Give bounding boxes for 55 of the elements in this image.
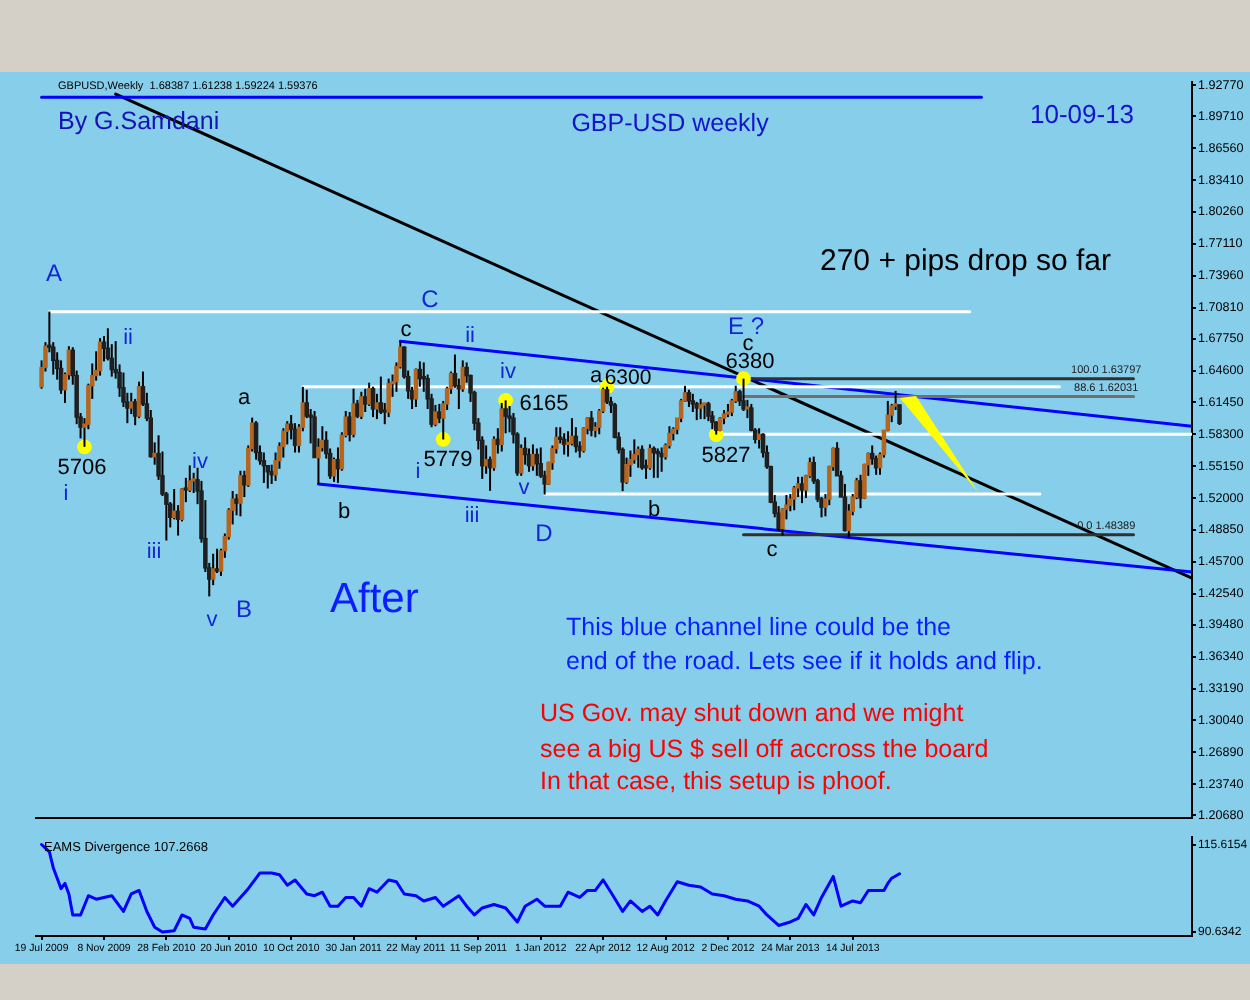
annotation: E ? [727,311,765,340]
candlestick [694,400,699,422]
annotation: In that case, this setup is phoof. [540,766,892,795]
candlestick [362,387,368,414]
annotation: b [647,498,661,523]
candlestick [589,410,594,438]
annotation: C [421,284,440,313]
annotation: iii [464,504,480,529]
annotation: 5827 [701,444,751,469]
candlestick [698,397,703,421]
annotation: c [400,318,413,343]
candlestick [741,377,746,413]
candlestick [799,475,805,505]
candlestick [351,387,356,439]
annotation: i [415,460,421,485]
annotation: This blue channel line could be the [566,612,952,641]
annotation: 10-09-13 [1030,99,1135,130]
candlestick [858,473,863,510]
annotation: v [206,608,219,633]
annotation: 270 + pips drop so far [820,244,1112,279]
candlestick [386,377,391,419]
candlestick [359,390,364,421]
candlestick [678,397,684,424]
point [736,371,751,387]
annotation: 5779 [423,448,473,473]
text: GBP-USD weekly [571,108,771,137]
annotation: a [589,364,604,389]
annotation: iv [192,450,209,475]
annotation: see a big US $ sell off accross the board [540,734,989,763]
candlestick [706,400,711,423]
candlestick [238,469,243,518]
candlestick [710,410,715,431]
annotation: iii [146,540,162,565]
annotation: A [45,258,63,287]
annotation: 5706 [57,456,107,481]
annotation: i [63,482,69,507]
annotation: B [235,594,253,623]
annotation: 6380 [725,350,775,375]
annotation: c [766,538,779,563]
candlestick [370,385,376,419]
point [435,432,451,447]
annotation: 6165 [519,392,569,417]
annotation: ii [123,326,133,351]
annotation: end of the road. Lets see if it holds and flip. [566,646,1043,675]
annotation: v [518,476,531,501]
candlestick [690,392,696,414]
annotation: ii [465,324,475,349]
annotation: iv [500,360,517,385]
candlestick [655,447,660,479]
annotation: D [535,518,554,547]
annotation: US Gov. may shut down and we might [540,698,965,727]
annotation: b [337,500,351,525]
annotation: 6300 [604,365,652,390]
annotation: a [237,386,252,411]
annotation: After [330,575,419,622]
